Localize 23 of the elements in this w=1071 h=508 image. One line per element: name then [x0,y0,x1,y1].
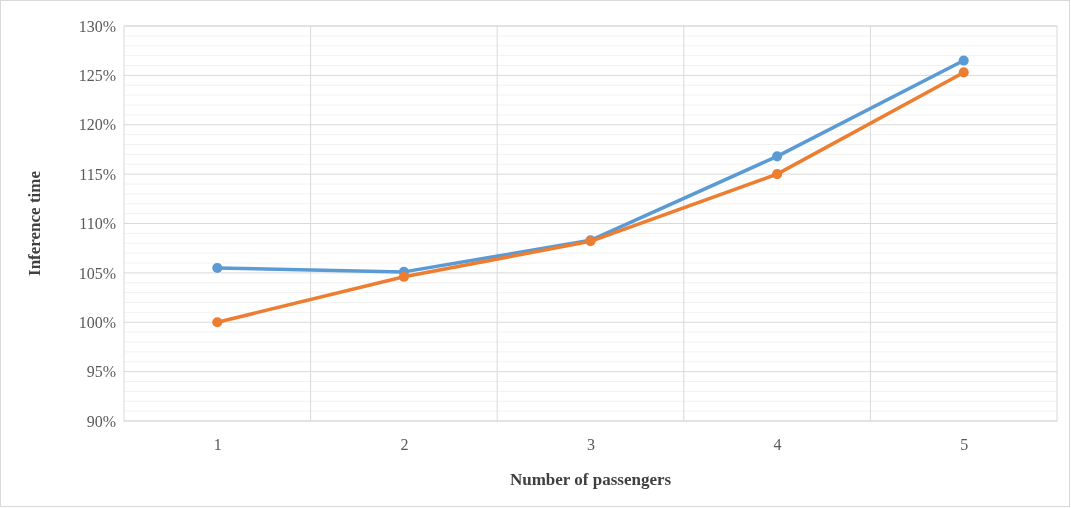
y-tick-label: 100% [78,313,116,331]
y-tick-label: 125% [78,67,116,84]
y-tick-label: 90% [86,412,116,430]
y-tick-label: 110% [79,215,116,233]
y-tick-label: 95% [86,363,116,381]
y-axis-title: Inference time [25,170,44,276]
point [212,317,223,328]
point [772,169,783,180]
y-tick-label: 130% [78,17,116,35]
x-axis-title: Number of passengers [509,470,672,489]
y-tick-label: 120% [78,116,116,134]
x-tick-label: 1 [213,435,222,453]
x-tick-label: 2 [400,435,409,453]
x-tick-label: 5 [960,435,969,453]
point [958,67,969,78]
point [398,271,409,282]
point [212,262,223,273]
x-tick-label: 4 [773,435,782,453]
point [772,151,783,162]
x-tick-label: 3 [587,435,595,453]
y-tick-label: 105% [78,264,116,282]
point [958,55,969,66]
y-tick-label: 115% [79,165,116,183]
